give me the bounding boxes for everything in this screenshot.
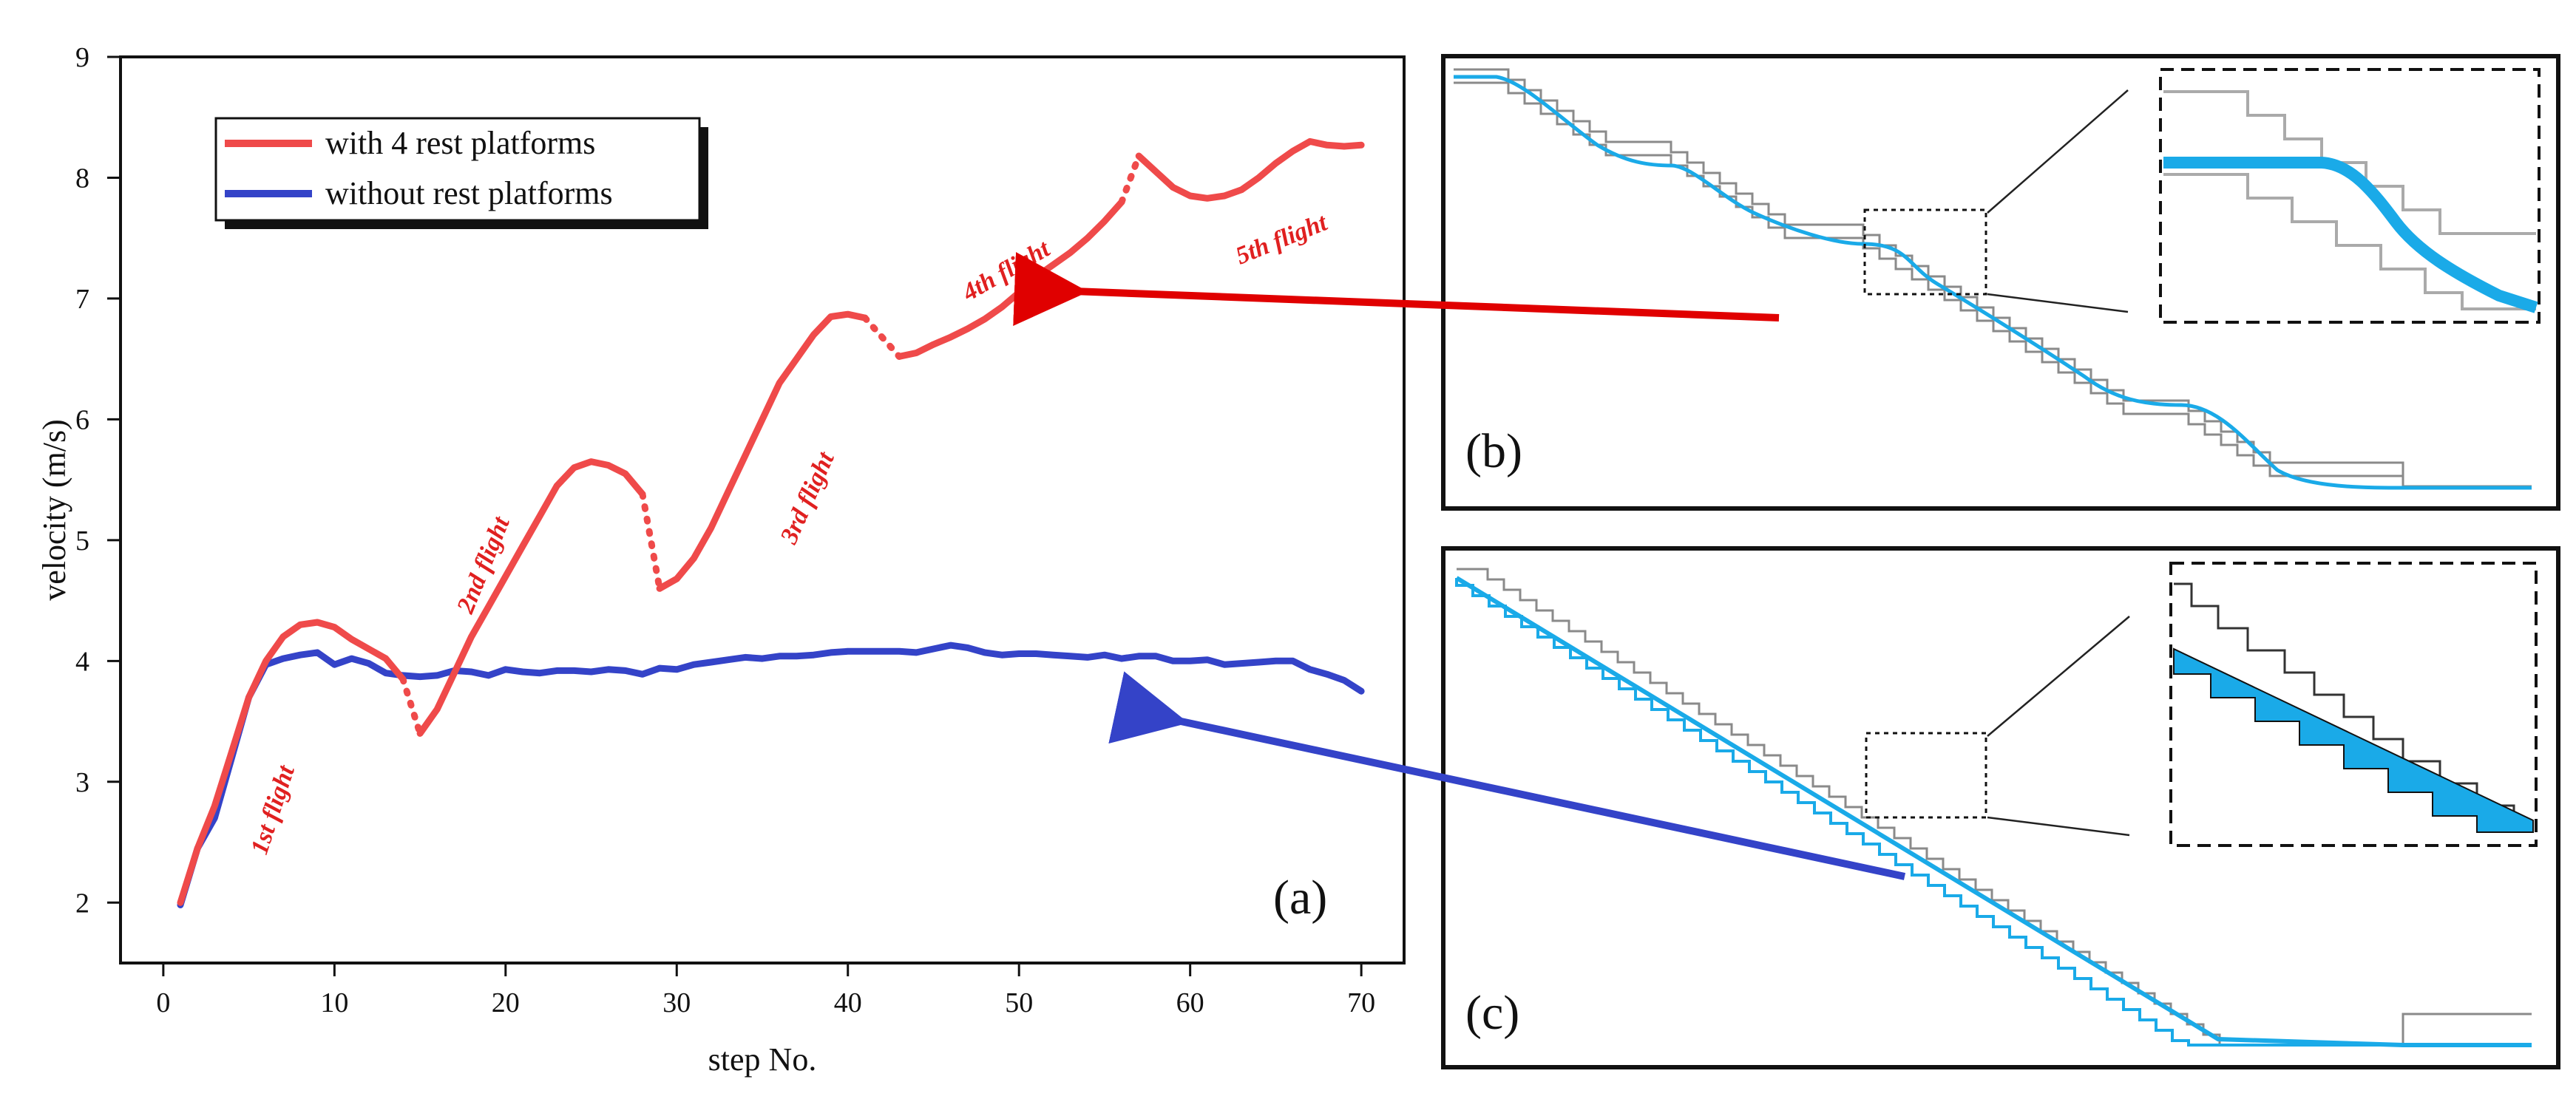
plot-frame xyxy=(119,55,1406,964)
annotation-5th-flight: 5th flight xyxy=(1232,208,1332,270)
zoom-trajectory-b xyxy=(2163,157,2538,313)
x-tick-label-20: 20 xyxy=(492,987,520,1018)
annotation-2nd-flight: 2nd flight xyxy=(452,512,516,618)
y-axis-title: velocity (m/s) xyxy=(36,419,72,601)
arrow-to-panel-b xyxy=(1013,252,1780,326)
legend-box xyxy=(214,117,701,222)
zoom-connector-b1 xyxy=(1987,89,2129,214)
y-tick-label-8: 8 xyxy=(75,163,89,194)
annotation-3rd-flight: 3rd flight xyxy=(775,447,840,548)
panel-label-c: (c) xyxy=(1465,986,1519,1040)
x-tick-label-30: 30 xyxy=(662,987,691,1018)
zoom-stair-c-upper xyxy=(2174,582,2533,829)
series-line-without-rest-platforms xyxy=(177,642,1365,908)
zoom-connector-c1 xyxy=(1987,616,2130,737)
foot-trajectory-b xyxy=(1454,75,2532,490)
zoom-connector-b2 xyxy=(1987,293,2129,313)
y-tick-label-5: 5 xyxy=(75,525,89,557)
zoom-region-b xyxy=(1863,208,1987,296)
x-tick-label-40: 40 xyxy=(834,987,862,1018)
x-tick-label-0: 0 xyxy=(156,987,170,1018)
panel-label-b: (b) xyxy=(1465,424,1522,478)
velocity-chart: 0 10 20 30 40 50 60 70 2 3 4 5 6 7 8 9 step No. veloci… xyxy=(36,42,1406,1078)
rest-platform-gap-3 xyxy=(861,314,903,360)
x-axis-ticks: 0 10 20 30 40 50 60 70 xyxy=(156,963,1375,1018)
y-tick-label-6: 6 xyxy=(75,404,89,435)
foot-trajectory-c xyxy=(1455,576,2532,1047)
x-tick-label-60: 60 xyxy=(1176,987,1204,1018)
y-tick-label-2: 2 xyxy=(75,888,89,919)
zoom-connector-c2 xyxy=(1987,816,2130,837)
legend: with 4 rest platforms without rest platf… xyxy=(214,117,708,229)
panel-b: (b) xyxy=(1441,54,2560,511)
legend-label-without-platforms: without rest platforms xyxy=(325,175,613,211)
rest-platform-gap-1 xyxy=(399,676,424,737)
series-line-with-rest-platforms-segment-3 xyxy=(656,310,869,592)
series-line-with-rest-platforms-segment-5 xyxy=(1135,137,1365,202)
y-tick-label-3: 3 xyxy=(75,767,89,798)
series-line-with-rest-platforms-segment-2 xyxy=(416,458,646,737)
y-axis-ticks: 2 3 4 5 6 7 8 9 xyxy=(75,42,121,919)
x-tick-label-10: 10 xyxy=(320,987,348,1018)
x-axis-title: step No. xyxy=(708,1041,817,1078)
legend-label-with-platforms: with 4 rest platforms xyxy=(325,125,595,161)
panel-c: (c) xyxy=(1441,546,2560,1069)
y-tick-label-4: 4 xyxy=(75,646,89,677)
zoom-stair-b-lower xyxy=(2163,173,2536,310)
x-tick-label-50: 50 xyxy=(1005,987,1033,1018)
series-layer xyxy=(177,137,1365,908)
stair-outline-lower xyxy=(1454,81,2532,489)
annotation-1st-flight: 1st flight xyxy=(245,761,300,858)
y-tick-label-9: 9 xyxy=(75,42,89,73)
stair-steps-c xyxy=(1455,578,2403,1047)
rest-platform-gap-4 xyxy=(1118,152,1142,205)
stair-outline-upper xyxy=(1454,68,2532,488)
zoom-region-c xyxy=(1865,732,1987,819)
series-line-with-rest-platforms-segment-4 xyxy=(895,198,1125,360)
rest-platform-gap-2 xyxy=(639,491,663,592)
series-line-with-rest-platforms-segment-1 xyxy=(177,619,407,906)
y-tick-label-7: 7 xyxy=(75,284,89,315)
zoom-trajectory-c xyxy=(2173,647,2534,833)
arrow-to-panel-c xyxy=(1108,671,1906,880)
x-tick-label-70: 70 xyxy=(1347,987,1375,1018)
stair-outline-c-upper xyxy=(1457,568,2532,1047)
panel-label-a: (a) xyxy=(1273,871,1327,925)
